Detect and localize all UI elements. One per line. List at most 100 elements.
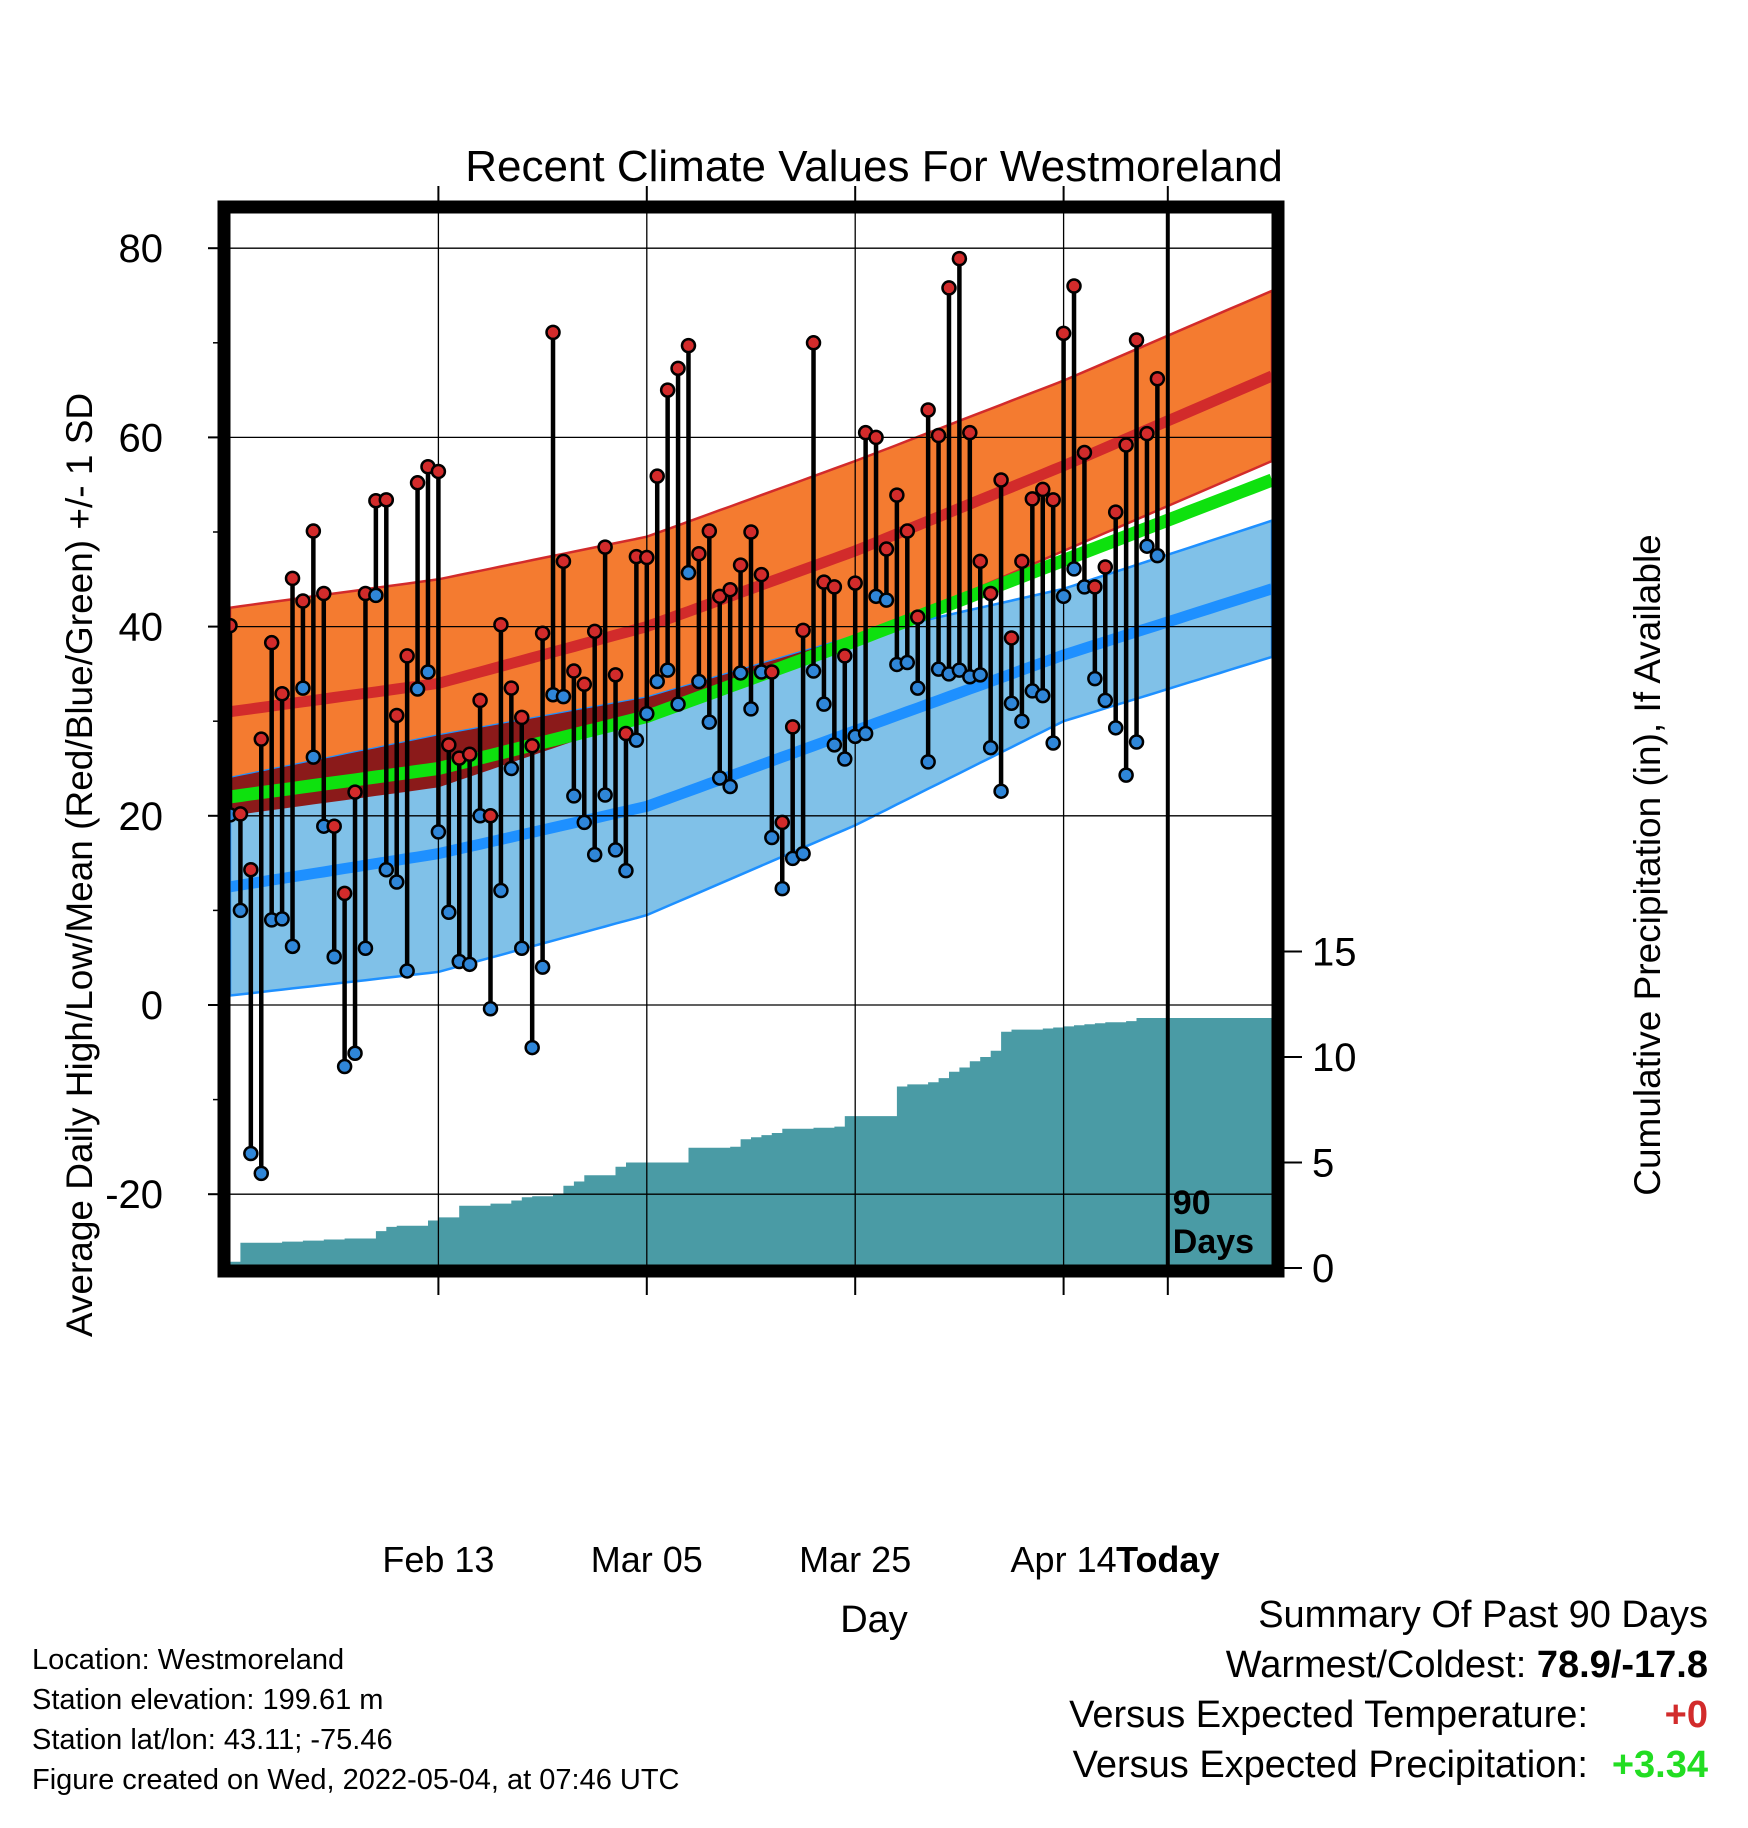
daily-high-point (805, 335, 822, 351)
daily-low-point (1107, 720, 1124, 736)
today-annotation-number: 90 (1173, 1184, 1211, 1222)
warmest-coldest-row: Warmest/Coldest: 78.9/-17.8 (1069, 1640, 1708, 1690)
daily-low-point (743, 701, 759, 717)
daily-high-point (764, 664, 780, 680)
daily-low-point (305, 749, 322, 765)
temp-vs-expected-value: +0 (1664, 1694, 1708, 1736)
x-tick-label: Mar 25 (799, 1539, 911, 1580)
daily-low-point (232, 902, 249, 919)
daily-high-point (909, 609, 926, 625)
daily-high-point (920, 402, 936, 418)
daily-high-point (1003, 630, 1020, 646)
daily-low-point (566, 788, 582, 804)
daily-high-point (388, 707, 405, 724)
daily-low-point (524, 1039, 540, 1056)
low-normal-line (230, 583, 1272, 893)
daily-high-point (566, 663, 582, 679)
x-axis-label: Day (840, 1599, 908, 1641)
location-text: Location: Westmoreland (32, 1644, 345, 1676)
elevation-text: Station elevation: 199.61 m (32, 1684, 384, 1716)
daily-high-point (826, 579, 843, 595)
precip-vs-expected-label: Versus Expected Precipitation: (1072, 1744, 1588, 1786)
daily-high-point (847, 575, 863, 591)
daily-high-point (514, 709, 530, 726)
daily-low-point (441, 904, 457, 921)
daily-high-point (680, 337, 697, 354)
daily-low-point (420, 664, 436, 680)
daily-high-point (972, 553, 988, 570)
y2-tick-label: 0 (1312, 1247, 1334, 1291)
daily-low-point (253, 1165, 270, 1182)
precip-vs-expected-row: Versus Expected Precipitation: +3.34 (1069, 1740, 1708, 1790)
daily-high-point (982, 585, 999, 602)
daily-high-point (284, 570, 301, 587)
daily-high-point (472, 692, 488, 709)
daily-high-point (691, 546, 707, 562)
daily-high-point (722, 581, 738, 598)
daily-low-point (274, 911, 290, 927)
daily-low-point (482, 1001, 499, 1017)
daily-high-point (1118, 437, 1134, 453)
daily-low-point (972, 667, 988, 683)
daily-high-point (347, 784, 363, 800)
y-tick-label: 80 (119, 227, 164, 271)
daily-high-point (784, 719, 801, 735)
daily-high-point (1045, 492, 1061, 508)
daily-low-point (1087, 670, 1103, 687)
daily-low-point (639, 705, 655, 722)
daily-high-point (868, 429, 884, 446)
daily-high-point (441, 737, 457, 753)
daily-high-point (545, 324, 561, 341)
daily-high-point (878, 541, 895, 557)
daily-low-point (1055, 588, 1072, 605)
daily-high-point (316, 585, 332, 602)
daily-low-point (284, 938, 301, 955)
y2-axis-label: Cumulative Precipitation (in), If Availa… (1627, 534, 1668, 1196)
daily-low-point (732, 665, 749, 681)
daily-low-point (1097, 692, 1114, 709)
daily-low-point (899, 654, 916, 671)
daily-high-point (889, 487, 905, 503)
daily-low-point (816, 696, 832, 712)
daily-high-point (1097, 559, 1114, 575)
daily-low-point (795, 845, 811, 862)
temp-vs-expected-row: Versus Expected Temperature: +0 (1069, 1690, 1708, 1740)
y-tick-label: 60 (119, 416, 164, 460)
daily-high-point (1014, 553, 1030, 570)
band-overlap (230, 461, 1272, 816)
daily-low-point (618, 862, 634, 879)
daily-high-point (743, 524, 759, 540)
daily-high-point (670, 360, 686, 377)
daily-low-point (534, 959, 551, 975)
daily-high-point (378, 492, 395, 508)
daily-low-point (430, 824, 447, 840)
daily-low-point (1128, 734, 1145, 750)
y2-tick-label: 5 (1312, 1142, 1334, 1186)
daily-low-point (649, 673, 665, 690)
y-tick-label: 20 (119, 795, 164, 839)
daily-low-point (378, 861, 395, 878)
daily-high-point (607, 667, 624, 683)
daily-low-point (243, 1145, 259, 1162)
daily-high-point (1087, 579, 1103, 595)
daily-low-point (628, 732, 645, 748)
daily-low-point (857, 725, 874, 742)
daily-low-point (1066, 561, 1082, 577)
daily-high-point (1149, 370, 1166, 387)
daily-high-point (930, 427, 947, 444)
daily-low-point (326, 949, 342, 965)
daily-low-point (1149, 547, 1166, 564)
daily-high-point (1055, 325, 1072, 342)
daily-high-point (482, 808, 499, 824)
x-tick-label: Today (1116, 1539, 1219, 1580)
daily-low-point (805, 663, 822, 679)
station-info: Location: Westmoreland Station elevation… (32, 1640, 680, 1800)
daily-high-point (1035, 481, 1051, 498)
daily-high-point (795, 622, 811, 639)
daily-low-point (399, 963, 415, 979)
daily-low-point (347, 1045, 363, 1061)
axes: 80 60 40 20 0 -20 15 10 5 0 Feb 13 Mar 05 Mar 25 Apr … (105, 186, 1357, 1580)
warmest-coldest-value: 78.9/-17.8 (1536, 1644, 1708, 1686)
daily-high-point (899, 523, 916, 539)
